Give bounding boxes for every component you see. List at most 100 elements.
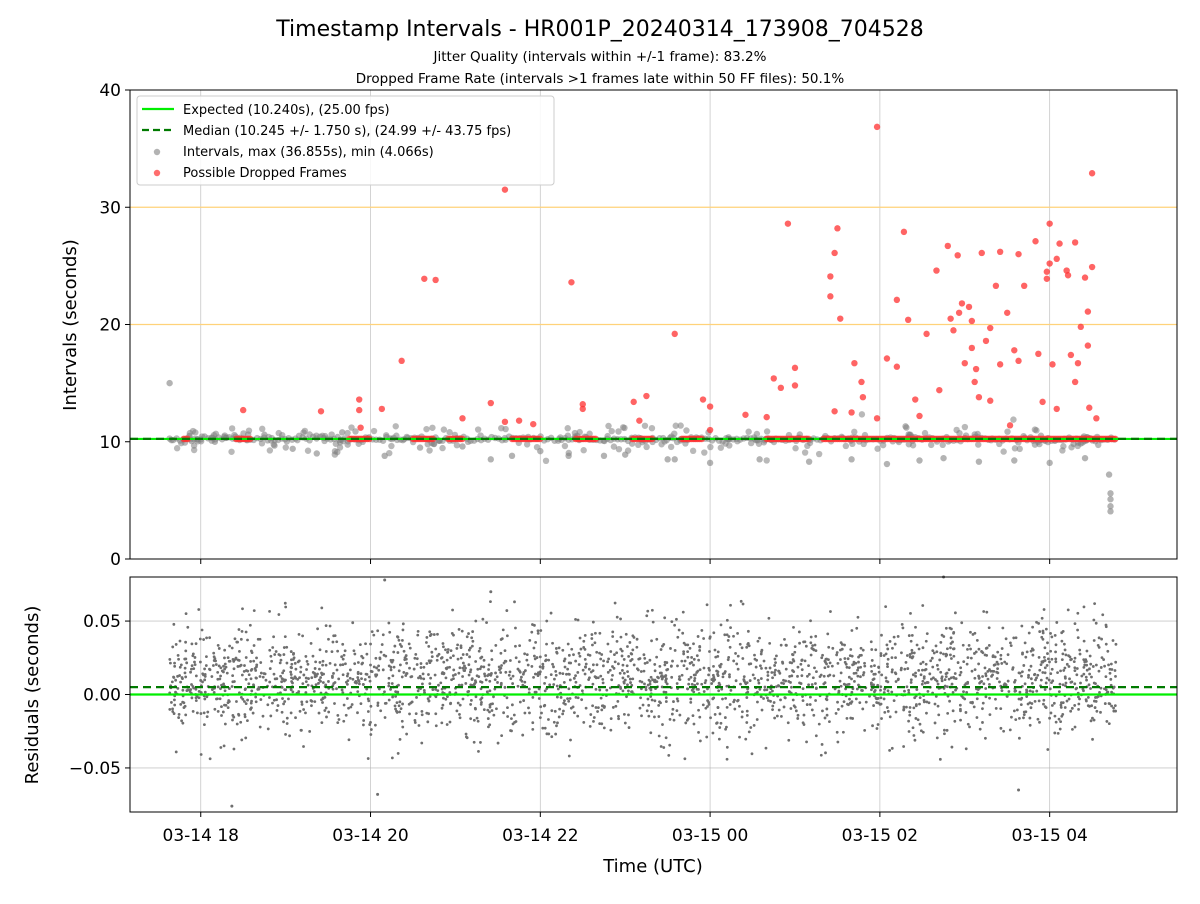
interval-point — [756, 456, 763, 463]
residual-point — [1004, 637, 1008, 641]
interval-point — [701, 449, 708, 456]
residual-point — [848, 697, 851, 701]
residual-point — [601, 664, 605, 668]
residual-point — [199, 753, 203, 756]
residual-point — [686, 650, 690, 653]
residual-point — [500, 664, 503, 667]
residual-point — [987, 643, 991, 647]
residual-point — [670, 675, 674, 679]
residual-point — [201, 680, 204, 684]
residual-point — [562, 681, 566, 684]
residual-point — [543, 689, 547, 693]
residual-point — [630, 652, 634, 656]
residual-point — [555, 684, 559, 688]
residual-point — [736, 667, 740, 671]
residual-point — [569, 738, 572, 742]
residual-point — [194, 674, 198, 678]
residual-point — [648, 658, 652, 662]
residual-point — [319, 679, 322, 683]
residual-point — [268, 648, 272, 652]
residual-point — [284, 732, 287, 736]
dropped-frame-point — [636, 417, 643, 424]
residual-point — [1048, 687, 1052, 691]
residual-point — [628, 677, 632, 681]
residual-point — [953, 611, 957, 615]
residual-point — [649, 695, 653, 698]
residual-point — [321, 663, 324, 667]
residual-point — [416, 629, 420, 633]
residual-point — [1081, 687, 1085, 691]
residual-point — [395, 701, 399, 704]
residual-point — [724, 727, 727, 731]
residual-point — [1043, 659, 1047, 662]
residual-point — [512, 713, 516, 717]
residual-point — [365, 652, 369, 656]
residual-point — [567, 653, 571, 657]
residual-point — [934, 644, 938, 648]
residual-point — [876, 683, 880, 687]
residual-point — [815, 670, 818, 673]
residual-point — [982, 610, 986, 613]
dropped-frame-point — [1020, 282, 1028, 290]
residual-point — [693, 683, 697, 687]
residual-point — [1059, 705, 1063, 709]
residual-point — [568, 678, 572, 682]
residual-point — [234, 656, 238, 660]
residual-point — [644, 685, 648, 689]
residual-point — [947, 677, 951, 681]
residual-point — [946, 685, 949, 689]
residual-point — [1075, 667, 1079, 670]
dropped-frame-point — [893, 296, 901, 304]
residual-point — [1113, 669, 1117, 672]
residual-point — [1082, 658, 1086, 662]
residual-point — [393, 644, 397, 648]
residual-point — [716, 654, 720, 658]
residual-point — [1082, 666, 1086, 669]
residual-point — [416, 633, 420, 637]
residual-point — [394, 694, 397, 698]
residual-point — [395, 709, 398, 713]
residual-point — [854, 697, 858, 701]
residual-point — [712, 631, 716, 635]
dropped-frame-point — [515, 417, 523, 424]
residual-point — [855, 687, 859, 691]
residual-point — [613, 601, 617, 605]
residual-point — [436, 689, 440, 693]
interval-point — [615, 445, 623, 453]
residual-point — [846, 702, 849, 706]
residual-point — [1043, 671, 1047, 675]
chart-title: Timestamp Intervals - HR001P_20240314_17… — [275, 17, 923, 42]
residual-point — [231, 658, 235, 661]
residual-point — [276, 704, 280, 707]
residual-point — [879, 702, 883, 706]
residual-point — [1110, 690, 1113, 694]
dropped-frame-point — [982, 337, 990, 345]
residual-point — [773, 716, 777, 720]
residual-point — [627, 689, 630, 693]
dropped-frame-point — [923, 330, 930, 338]
residual-point — [951, 709, 955, 713]
residual-point — [483, 672, 486, 676]
residual-point — [664, 690, 668, 694]
interval-point — [392, 423, 399, 430]
residual-point — [401, 622, 405, 626]
residual-point — [680, 659, 684, 663]
residual-point — [869, 640, 873, 644]
residual-point — [655, 637, 659, 641]
residual-point — [725, 745, 729, 749]
residual-point — [649, 675, 653, 679]
residual-point — [662, 642, 666, 646]
residual-point — [474, 695, 478, 699]
residual-point — [469, 699, 473, 702]
residual-point — [390, 682, 394, 685]
residual-point — [289, 673, 293, 676]
residual-point — [900, 623, 904, 626]
residual-point — [756, 700, 759, 704]
residual-point — [566, 667, 570, 671]
residual-point — [735, 662, 739, 666]
residual-point — [718, 712, 722, 716]
residual-point — [814, 699, 817, 702]
residual-point — [727, 655, 731, 659]
residual-point — [836, 661, 840, 665]
residual-point — [220, 714, 223, 717]
